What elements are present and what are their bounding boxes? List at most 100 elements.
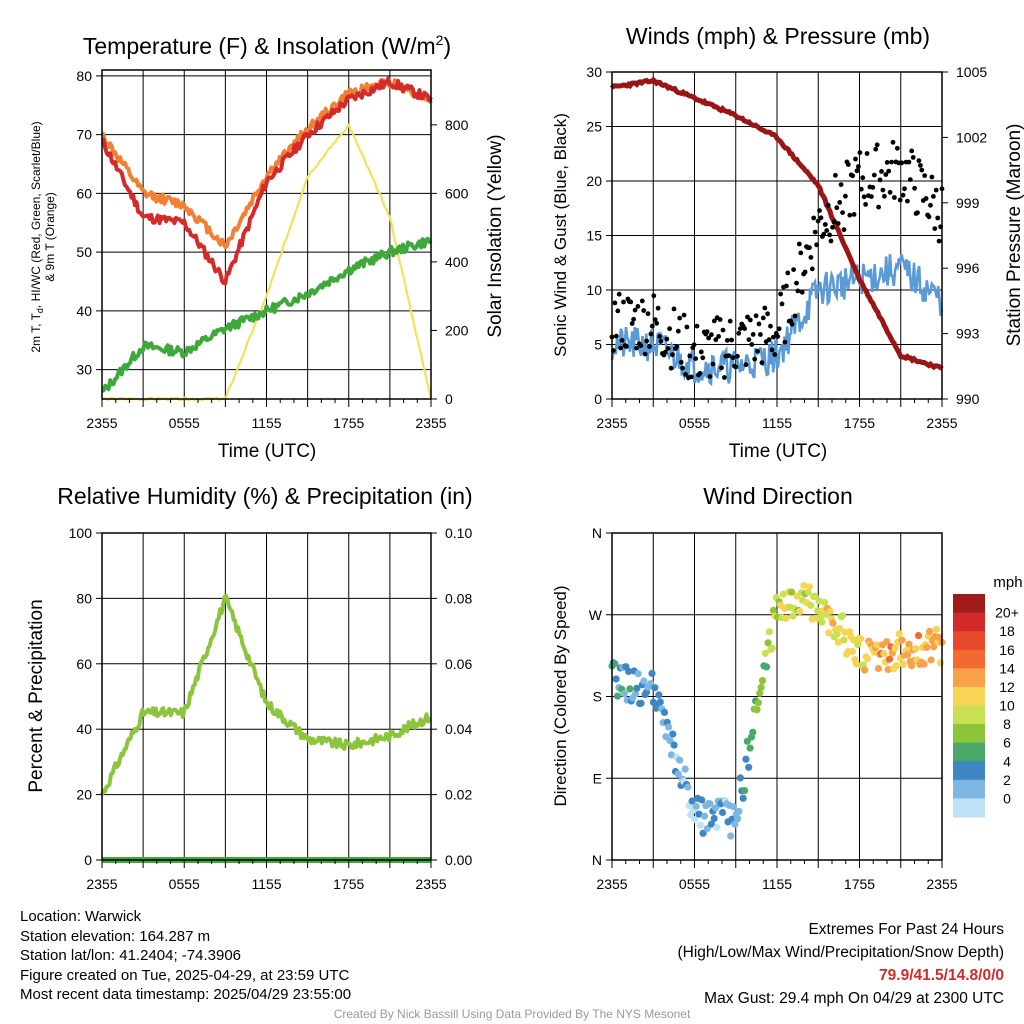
station-info: Location: Warwick Station elevation: 164… (20, 907, 351, 1005)
direction-point (637, 699, 645, 707)
gust-point (719, 365, 724, 371)
legend-label: 10 (999, 698, 1015, 714)
gust-point (753, 313, 759, 319)
direction-point (821, 598, 829, 607)
gust-point (641, 308, 647, 313)
y-tick-label: 10 (586, 282, 602, 298)
direction-point (836, 624, 844, 633)
y-tick-label: N (592, 525, 602, 541)
y-tick-label: 80 (76, 590, 92, 606)
direction-point (613, 692, 622, 700)
direction-point (880, 650, 888, 658)
y2-tick-label: 400 (445, 254, 469, 270)
y2-tick-label: 1002 (956, 129, 987, 145)
gust-point (860, 175, 866, 181)
location-text: Location: Warwick (20, 908, 142, 925)
gust-point (808, 255, 814, 260)
gust-point (907, 177, 913, 183)
gust-point (782, 339, 788, 345)
direction-point (833, 630, 841, 638)
gust-point (784, 283, 789, 289)
gust-point (655, 305, 661, 311)
gust-point (634, 345, 639, 351)
direction-point (800, 581, 808, 590)
direction-point (937, 659, 945, 667)
x-tick-label: 2355 (86, 415, 117, 431)
gust-point (854, 168, 860, 174)
direction-point (648, 669, 656, 678)
gust-point (632, 307, 638, 313)
gust-point (795, 288, 801, 294)
direction-point (905, 640, 913, 648)
gust-point (704, 329, 710, 334)
gust-point (743, 362, 749, 368)
gust-point (716, 334, 721, 339)
x-tick-label: 1755 (333, 415, 364, 431)
y2-tick-label: 200 (445, 322, 469, 338)
gust-point (766, 337, 772, 343)
legend-label: 8 (1003, 716, 1011, 732)
gust-point (768, 323, 773, 329)
direction-series (608, 581, 946, 840)
direction-point (873, 641, 881, 649)
gust-point (756, 321, 762, 327)
gust-point (612, 300, 618, 306)
y-tick-label: 25 (586, 119, 602, 135)
wind-ticks: 2355 0555 1155 1755 2355 0 5 10 15 20 25 30 990 993 99… (586, 64, 987, 431)
solar-right-label: Solar Insolation (Yellow) (485, 134, 506, 337)
gust-point (876, 204, 881, 210)
x-tick-label: 1755 (844, 415, 875, 431)
direction-point (892, 662, 901, 670)
gust-point (840, 210, 845, 216)
gust-point (762, 305, 768, 311)
legend-label: 14 (999, 660, 1015, 676)
credit-text: Created By Nick Bassill Using Data Provi… (333, 1007, 691, 1021)
gust-point (894, 145, 900, 151)
extremes-subtitle: (High/Low/Max Wind/Precipitation/Snow De… (677, 944, 1005, 961)
gust-point (798, 250, 804, 256)
direction-point (718, 808, 727, 817)
gust-point (863, 202, 868, 207)
direction-point (706, 800, 714, 808)
direction-point (691, 816, 699, 824)
gust-point (645, 311, 651, 317)
gust-point (772, 352, 778, 357)
gust-point (791, 267, 796, 272)
gust-point (706, 335, 711, 341)
gust-point (912, 185, 917, 191)
direction-point (829, 619, 837, 627)
legend-swatch (953, 594, 985, 614)
direction-point (753, 706, 761, 714)
gust-point (884, 160, 890, 165)
x-tick-label: 2355 (596, 876, 627, 892)
x-tick-label: 1155 (251, 415, 281, 431)
y-tick-label: 20 (76, 787, 92, 803)
x-tick-label: 2355 (415, 876, 446, 892)
direction-point (854, 640, 862, 649)
direction-point (667, 751, 676, 759)
gust-point (629, 321, 635, 326)
gust-point (815, 218, 821, 224)
y-tick-label: 60 (76, 185, 92, 201)
gust-point (933, 187, 939, 193)
legend-swatch (953, 686, 985, 706)
gust-point (668, 365, 674, 371)
gust-point (694, 323, 700, 329)
gust-point (909, 148, 915, 154)
gust-point (727, 318, 733, 324)
gust-point (874, 142, 880, 148)
temperature-left-label-1: 2m T, Td, HI/WC (Red, Green, Scarlet/Blu… (29, 121, 45, 352)
gust-point (613, 333, 619, 339)
gust-point (687, 353, 693, 359)
gust-point (845, 162, 851, 167)
wind-series (609, 76, 945, 387)
y2-tick-label: 600 (445, 185, 469, 201)
direction-point (891, 644, 899, 652)
y-tick-label: 20 (586, 173, 602, 189)
direction-point (852, 660, 861, 668)
gust-point (821, 231, 827, 237)
gust-point (880, 187, 886, 193)
direction-point (695, 810, 703, 818)
gust-point (837, 200, 843, 205)
